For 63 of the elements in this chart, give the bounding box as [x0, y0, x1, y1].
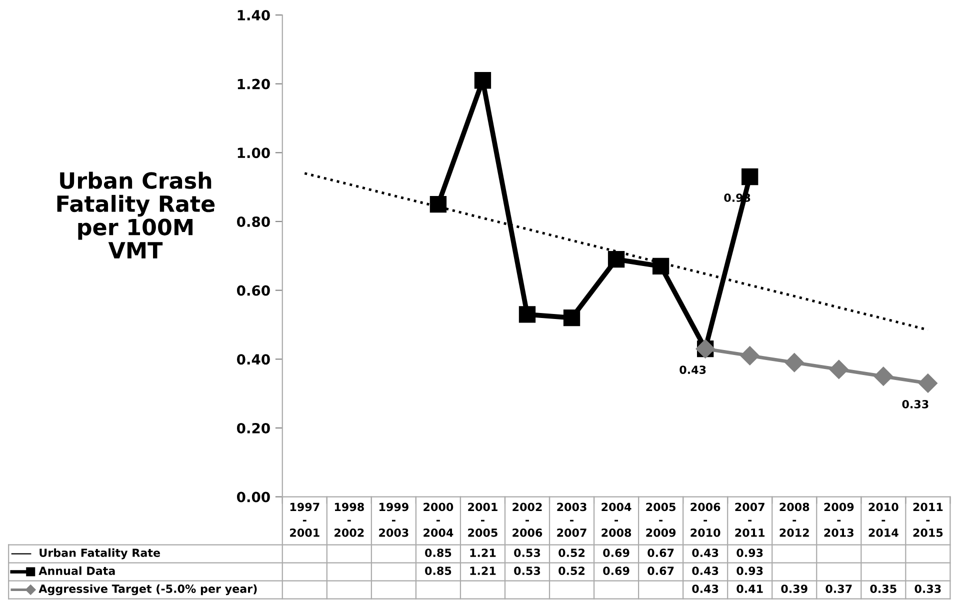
- point: [874, 366, 893, 386]
- y-tick-label: 0.80: [236, 216, 270, 227]
- data-label: 0.41: [736, 584, 763, 593]
- y-tick-label: 0.20: [236, 422, 270, 434]
- legend-label: Annual Data: [38, 566, 115, 575]
- legend-label: Urban Fatality Rate: [40, 548, 160, 560]
- point: [430, 196, 447, 213]
- data-label: 0.93: [736, 548, 763, 557]
- legend-label: Aggressive Target (-5.0% per year): [38, 584, 257, 596]
- x-tick-label: 2007 - 2011: [735, 502, 765, 537]
- x-tick-label: 1998 - 2002: [334, 502, 364, 537]
- text: 0.69: [603, 566, 630, 575]
- point: [918, 374, 938, 393]
- point: [563, 310, 580, 326]
- x-tick-label: 2000 - 2004: [424, 502, 454, 537]
- data-label: 0.39: [781, 584, 808, 593]
- point: [784, 353, 804, 372]
- data-label: 0.33: [914, 584, 941, 593]
- y-tick-label: 0.60: [236, 285, 270, 296]
- annotation: 0.43: [680, 366, 706, 374]
- y-tick-label: 1.20: [238, 78, 270, 90]
- text: 1.21: [470, 566, 496, 575]
- data-label: 0.69: [603, 548, 630, 557]
- y-axis-title: Urban Crash Fatality Rate per 100M VMT: [57, 172, 215, 258]
- point: [742, 168, 758, 186]
- text: 0.52: [558, 566, 585, 575]
- y-tick-label: 0.40: [236, 354, 270, 365]
- point: [608, 251, 625, 268]
- y-tick-label: 0.00: [236, 492, 270, 502]
- x-tick-label: 2001 - 2005: [468, 502, 498, 537]
- data-label: 0.85: [425, 548, 452, 557]
- point: [474, 72, 492, 89]
- data-label: 0.67: [648, 548, 674, 557]
- x-tick-label: 2008 - 2012: [780, 502, 810, 537]
- annotation: 0.33: [902, 400, 928, 408]
- text: 0.67: [648, 566, 674, 575]
- x-tick-label: 2002 - 2006: [512, 502, 542, 537]
- data-label: 0.37: [826, 584, 852, 593]
- x-tick-label: 2006 - 2010: [690, 502, 720, 537]
- x-tick-label: 1999 - 2003: [379, 502, 408, 537]
- x-tick-label: 2010 - 2014: [868, 502, 898, 537]
- x-tick-label: 2011 - 2015: [913, 502, 943, 537]
- data-label: 0.35: [870, 584, 896, 593]
- x-tick-label: 1997 - 2001: [290, 502, 320, 537]
- text: 0.43: [692, 566, 718, 575]
- point: [652, 258, 670, 275]
- x-tick-label: 2009 - 2013: [824, 502, 854, 537]
- data-label: 0.43: [692, 548, 718, 557]
- text: 0.85: [425, 566, 452, 575]
- data-label: 1.21: [470, 548, 496, 557]
- data-label: 0.43: [692, 584, 718, 593]
- y-tick-label: 1.00: [238, 148, 270, 158]
- data-label: 0.53: [514, 548, 540, 557]
- x-tick-label: 2005 - 2009: [646, 502, 676, 537]
- y-tick-label: 1.40: [238, 10, 270, 20]
- text: 0.53: [514, 566, 540, 575]
- data-label: 0.52: [558, 548, 585, 557]
- point: [829, 360, 848, 379]
- x-tick-label: 2003 - 2007: [557, 502, 586, 537]
- point: [740, 346, 760, 366]
- point: [518, 306, 536, 323]
- text: 0.93: [736, 566, 763, 575]
- x-tick-label: 2004 - 2008: [602, 502, 632, 537]
